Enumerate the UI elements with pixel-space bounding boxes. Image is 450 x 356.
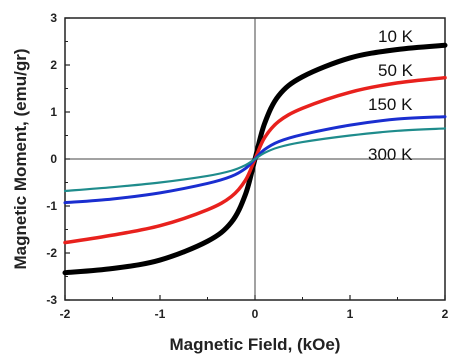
y-axis-ticks: -3 -2 -1 0 1 2 3: [46, 11, 70, 307]
x-tick-label: -1: [155, 307, 166, 321]
y-axis-title: Magnetic Moment, (emu/gr): [11, 48, 30, 269]
series-label-150-k: 150 K: [368, 95, 413, 114]
x-tick-label: -2: [60, 307, 71, 321]
x-tick-label: 1: [347, 307, 354, 321]
y-tick-label: -1: [46, 199, 57, 213]
y-tick-label: -3: [46, 293, 57, 307]
y-tick-label: 0: [50, 152, 57, 166]
x-tick-label: 0: [252, 307, 259, 321]
x-axis-title: Magnetic Field, (kOe): [170, 335, 341, 354]
y-tick-label: 1: [50, 105, 57, 119]
series-labels: 10 K 50 K 150 K 300 K: [368, 27, 414, 164]
series-label-300-k: 300 K: [368, 145, 413, 164]
x-axis-ticks: -2 -1 0 1 2: [60, 295, 449, 321]
series-layer: [62, 42, 448, 276]
y-tick-label: -2: [46, 246, 57, 260]
x-tick-label: 2: [442, 307, 449, 321]
series-line-300-k: [63, 127, 447, 193]
y-tick-label: 2: [50, 58, 57, 72]
y-tick-label: 3: [50, 11, 57, 25]
series-label-10-k: 10 K: [378, 27, 414, 46]
series-label-50-k: 50 K: [378, 61, 414, 80]
